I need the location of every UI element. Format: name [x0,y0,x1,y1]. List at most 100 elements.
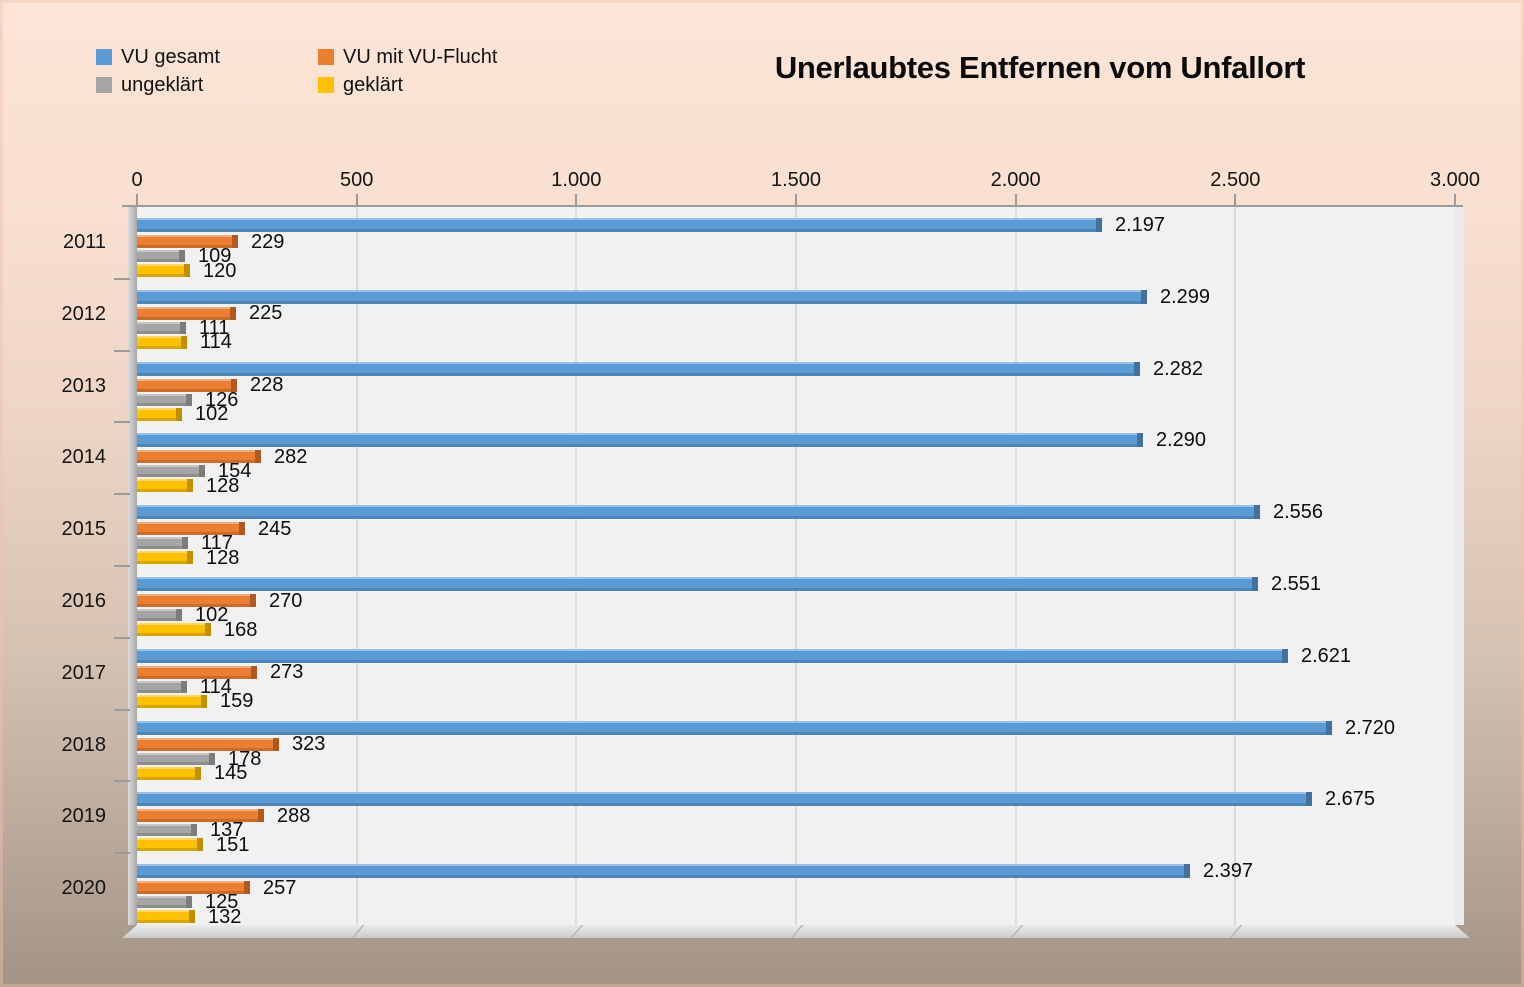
bar-value-label: 114 [200,331,232,354]
bar-vu-gesamt-2011 [137,218,1102,232]
bar-value-label: 2.197 [1115,214,1166,236]
bar-value-label: 245 [258,517,292,540]
bar-vu-mit-vu-flucht-2013 [137,378,237,392]
bar-value-label: 120 [203,259,237,282]
bar-value-label: 229 [251,230,285,253]
bar-vu-gesamt-2015 [137,505,1260,520]
bar-vu-gesamt-2016 [137,577,1258,591]
x-axis-line [122,205,1463,207]
legend-swatch-ungeklaert [96,77,112,93]
y-axis-tick-mark [114,780,130,783]
plot-gridline [355,207,358,925]
bar-value-label: 126 [205,388,239,411]
bar-gekl-rt-2020 [137,910,195,924]
bar-vu-gesamt-2014 [137,433,1143,448]
bar-ungekl-rt-2013 [137,393,192,406]
bar-value-label: 114 [200,675,232,698]
legend-swatch-vu-gesamt [96,49,112,65]
bar-vu-mit-vu-flucht-2020 [137,881,250,895]
bar-gekl-rt-2013 [137,407,182,421]
bar-vu-mit-vu-flucht-2018 [137,737,279,751]
y-axis-tick-mark [114,493,130,496]
bar-vu-gesamt-2019 [137,792,1312,807]
bar-gekl-rt-2016 [137,623,211,636]
bar-value-label: 270 [269,589,303,612]
legend-item-ungeklaert: ungeklärt [96,74,203,96]
y-axis-category-label: 2017 [61,661,107,684]
x-axis-tick-label: 2.500 [1210,169,1261,191]
bar-value-label: 2.397 [1203,860,1254,883]
bar-ungekl-rt-2018 [137,752,215,765]
legend-swatch-vu-mit-vu-flucht [318,49,334,65]
y-axis-tick-mark [114,565,130,567]
legend-label-ungeklaert: ungeklärt [121,73,204,96]
bar-ungekl-rt-2016 [137,609,182,621]
bar-value-label: 2.299 [1160,285,1211,308]
bar-value-label: 282 [274,445,308,468]
bar-value-label: 111 [199,316,230,339]
x-axis-tick-label: 2.000 [990,169,1041,191]
bar-value-label: 273 [270,661,304,684]
y-axis-tick-mark [114,636,130,639]
bar-value-label: 125 [205,891,239,914]
x-axis-tick-mark [1234,194,1237,205]
bar-value-label: 2.621 [1301,644,1352,667]
x-axis-tick-label: 1.000 [551,169,602,191]
y-axis-category-label: 2018 [61,733,107,756]
bar-value-label: 225 [249,302,283,325]
legend-item-geklaert: geklärt [318,74,403,96]
bar-value-label: 132 [208,905,242,928]
bar-value-label: 178 [228,747,262,770]
bar-value-label: 228 [250,374,284,397]
bar-gekl-rt-2017 [137,694,207,708]
y-axis-tick-mark [114,421,130,424]
y-axis-tick-mark [114,277,130,280]
bar-value-label: 102 [195,403,229,426]
bar-ungekl-rt-2011 [137,250,185,262]
legend-swatch-geklaert [318,77,334,93]
plot-right-wall [1455,207,1464,925]
bar-value-label: 2.551 [1271,573,1322,595]
y-axis-category-label: 2019 [61,805,107,828]
legend-item-vu-mit-vu-flucht: VU mit VU-Flucht [318,46,497,68]
y-axis-category-label: 2013 [61,374,107,397]
bar-value-label: 128 [206,474,240,497]
bar-gekl-rt-2015 [137,551,193,565]
bar-vu-mit-vu-flucht-2017 [137,665,257,679]
legend-label-geklaert: geklärt [343,73,404,96]
x-axis-tick-label: 1.500 [770,169,822,191]
bar-vu-gesamt-2020 [137,864,1190,879]
y-axis-category-label: 2015 [61,518,107,541]
bar-vu-mit-vu-flucht-2015 [137,522,245,536]
bar-vu-mit-vu-flucht-2016 [137,594,256,607]
bar-gekl-rt-2018 [137,766,201,780]
bar-value-label: 154 [218,460,252,483]
bar-value-label: 257 [263,876,297,899]
y-axis-category-label: 2016 [61,589,107,612]
bar-ungekl-rt-2012 [137,321,186,334]
bar-value-label: 2.720 [1345,716,1396,739]
legend-item-vu-gesamt: VU gesamt [96,46,220,68]
x-axis-tick-mark [355,194,358,205]
bar-value-label: 2.282 [1153,357,1204,380]
x-axis-tick-mark [136,194,138,205]
plot-gridline [1234,207,1237,925]
bar-value-label: 2.290 [1156,429,1207,452]
bar-value-label: 168 [224,618,258,641]
bar-ungekl-rt-2015 [137,537,188,550]
x-axis-tick-mark [575,194,578,205]
plot-gridline [795,207,797,925]
bar-vu-mit-vu-flucht-2014 [137,450,261,464]
x-axis-tick-mark [1454,194,1456,205]
bar-vu-gesamt-2013 [137,361,1140,376]
chart-title: Unerlaubtes Entfernen vom Unfallort [774,50,1306,85]
bar-value-label: 151 [216,833,250,856]
y-axis-category-label: 2011 [62,230,106,253]
bar-vu-mit-vu-flucht-2011 [137,235,238,248]
plot-gridline [575,207,578,925]
bar-gekl-rt-2011 [137,264,190,277]
bar-gekl-rt-2019 [137,838,203,852]
bar-value-label: 323 [292,733,326,756]
bar-value-label: 109 [198,245,232,267]
